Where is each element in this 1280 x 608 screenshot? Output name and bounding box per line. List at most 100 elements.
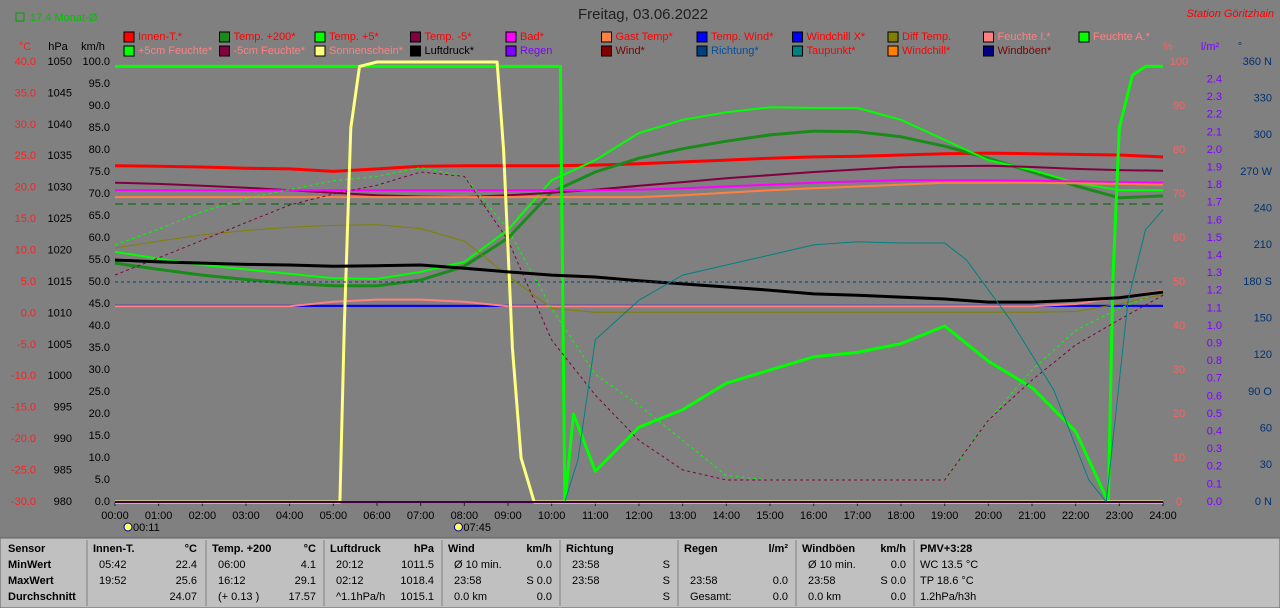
y-tick-label: 1.9 [1207,162,1222,174]
cell-label: ^1.1hPa/h [336,591,385,603]
cell-label: 23:58 [690,575,718,587]
x-tick-label: 21:00 [1018,510,1046,522]
y-tick-label: 1.7 [1207,197,1222,209]
legend-swatch [219,31,230,43]
y-tick-label: 1025 [48,213,72,225]
y-tick-label: 0.0 [95,496,110,508]
y-tick-label: 1.8 [1207,179,1222,191]
x-tick-label: 15:00 [756,510,784,522]
cell-label: WC 13.5 °C [920,559,978,571]
y-tick-label: 1045 [48,87,72,99]
y-tick-label: 1035 [48,150,72,162]
y-tick-label: 75.0 [89,166,110,178]
y-tick-label: 40.0 [89,320,110,332]
y-tick-label: 1.0 [1207,320,1222,332]
y-tick-label: 40.0 [15,56,36,68]
legend-swatch [601,45,612,57]
cell-label: 23:58 [572,575,600,587]
y-tick-label: 30 [1173,364,1185,376]
legend-swatch [887,31,899,43]
y-tick-label: 2.4 [1207,74,1222,86]
group-title: Regen [684,543,718,555]
legend-label: Feuchte A.* [1093,31,1151,43]
group-title: Innen-T. [93,543,135,555]
y-tick-label: 1010 [48,307,72,319]
cell-value: 22.4 [176,559,197,571]
y-tick-label: 35.0 [15,87,36,99]
y-tick-label: 15.0 [15,213,36,225]
series-line [114,171,1164,481]
legend-label: Taupunkt* [807,45,857,57]
y-tick-label: 0.2 [1207,461,1222,473]
cell-value: 0.0 [537,559,552,571]
x-tick-label: 19:00 [931,510,959,522]
legend-label: +5cm Feuchte* [138,45,213,57]
cell-label: 06:00 [218,559,246,571]
y-tick-label: 0.3 [1207,443,1222,455]
y-tick-label: 2.2 [1207,109,1222,121]
cell-label: 0.0 km [808,591,841,603]
y-tick-label: 50 [1173,276,1185,288]
cell-value: 24.07 [169,591,197,603]
group-unit: hPa [414,543,435,555]
group-unit: °C [304,543,316,555]
legend-label: Diff Temp. [902,31,951,43]
y-tick-label: 300 [1254,129,1272,141]
y-tick-label: 0.9 [1207,338,1222,350]
table-header: Sensor [8,543,46,555]
y-tick-label: 0.6 [1207,390,1222,402]
legend-swatch [410,45,421,57]
x-tick-label: 14:00 [713,510,741,522]
y-tick-label: 1.4 [1207,250,1222,262]
series-line [115,60,1163,504]
x-tick-label: 03:00 [232,510,260,522]
y-tick-label: 35.0 [89,342,110,354]
y-tick-label: -20.0 [11,433,36,445]
y-tick-label: 1040 [48,119,72,131]
y-tick-label: 1.5 [1207,232,1222,244]
y-tick-label: 1050 [48,56,72,68]
y-tick-label: 0.7 [1207,373,1222,385]
y-tick-label: 80.0 [89,144,110,156]
axis-unit: °C [19,41,31,53]
y-tick-label: 0.4 [1207,426,1222,438]
x-tick-label: 04:00 [276,510,304,522]
y-tick-label: 5.0 [95,474,110,486]
legend-swatch [314,31,326,43]
sun-event-icon [123,522,133,532]
cell-value: S [663,591,670,603]
cell-label: 05:42 [99,559,127,571]
legend-swatch [792,45,803,57]
group-unit: km/h [526,543,552,555]
y-tick-label: 40 [1173,320,1185,332]
cell-label: 1.2hPa/h3h [920,591,976,603]
y-tick-label: 20.0 [89,408,110,420]
average-icon [15,12,25,22]
cell-label: Ø 10 min. [808,559,856,571]
legend-swatch [505,31,517,43]
x-tick-label: 18:00 [887,510,915,522]
y-tick-label: 80 [1173,144,1185,156]
legend-label: Temp. +200* [234,31,297,43]
cell-label: 23:58 [572,559,600,571]
legend-label: Temp. -5* [425,31,473,43]
series-line [115,64,1163,504]
y-tick-label: 270 W [1240,166,1272,178]
series-line [115,179,1164,192]
y-tick-label: 2.1 [1207,126,1222,138]
y-tick-label: 45.0 [89,298,110,310]
y-tick-label: 85.0 [89,122,110,134]
y-tick-label: -10.0 [11,370,36,382]
cell-label: 02:12 [336,575,364,587]
axis-unit: l/m² [1201,41,1220,53]
y-tick-label: 20 [1173,408,1185,420]
cell-value: S [663,559,670,571]
y-tick-label: 1.1 [1207,302,1222,314]
y-tick-label: 60 [1173,232,1185,244]
legend-swatch [696,31,708,43]
y-tick-label: 70 [1173,188,1185,200]
series-line [114,106,1163,280]
y-tick-label: 1005 [48,339,72,351]
cell-value: S 0.0 [526,575,552,587]
